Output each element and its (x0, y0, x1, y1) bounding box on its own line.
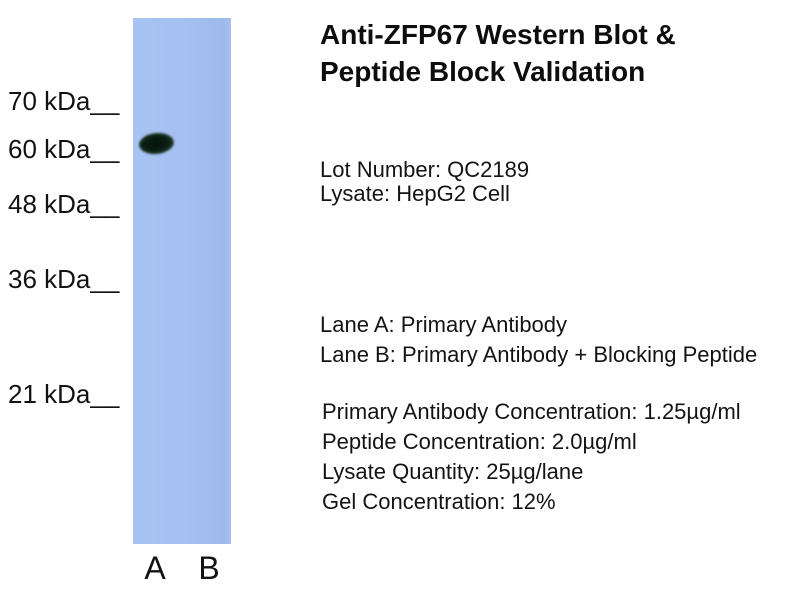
lane-label-a: A (144, 550, 166, 586)
lane-b-description: Lane B: Primary Antibody + Blocking Pept… (320, 342, 758, 367)
figure-title-line1: Anti-ZFP67 Western Blot & (320, 19, 676, 50)
figure-title: Anti-ZFP67 Western Blot & Peptide Block … (320, 16, 676, 90)
mw-marker-21kda: 21 kDa__ (8, 379, 120, 409)
figure-title-line2: Peptide Block Validation (320, 56, 646, 87)
lane-label-b: B (198, 550, 220, 586)
lane-descriptions: Lane A: Primary Antibody Lane B: Primary… (320, 310, 757, 370)
peptide-concentration: Peptide Concentration: 2.0µg/ml (322, 429, 637, 454)
sample-info: Lot Number: QC2189 Lysate: HepG2 Cell (320, 158, 529, 206)
experimental-details: Primary Antibody Concentration: 1.25µg/m… (322, 397, 741, 517)
lot-number-text: Lot Number: QC2189 (320, 157, 530, 182)
mw-marker-36kda: 36 kDa__ (8, 264, 120, 294)
gel-lane-strip (133, 18, 231, 544)
lysate-quantity: Lysate Quantity: 25µg/lane (322, 459, 584, 484)
lysate-text: Lysate: HepG2 Cell (320, 181, 510, 206)
gel-concentration: Gel Concentration: 12% (322, 489, 556, 514)
mw-marker-60kda: 60 kDa__ (8, 134, 120, 164)
mw-marker-70kda: 70 kDa__ (8, 86, 120, 116)
primary-antibody-concentration: Primary Antibody Concentration: 1.25µg/m… (322, 399, 741, 424)
mw-marker-48kda: 48 kDa__ (8, 189, 120, 219)
lane-a-description: Lane A: Primary Antibody (320, 312, 568, 337)
